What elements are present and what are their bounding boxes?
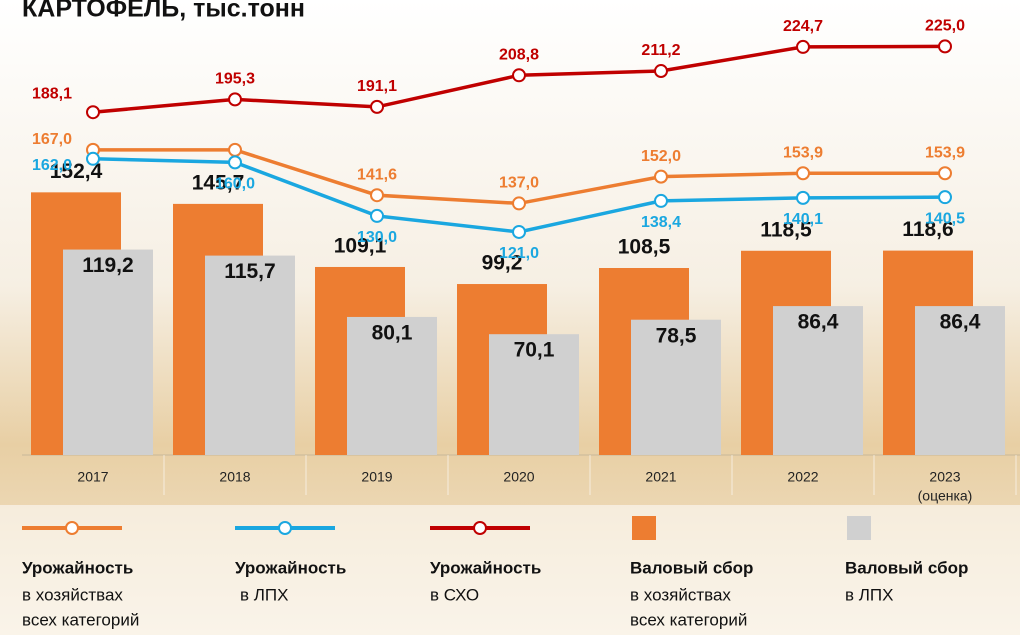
bar-value-label: 145,7 xyxy=(192,171,245,194)
legend-title: Урожайность xyxy=(235,558,346,577)
x-tick-label: 2019 xyxy=(361,469,392,485)
bar-value-label: 80,1 xyxy=(372,321,413,344)
legend-detail: в хозяйствах xyxy=(22,585,123,604)
line-value-label: 138,4 xyxy=(641,214,681,231)
bar xyxy=(205,255,295,455)
line-point xyxy=(228,142,242,157)
line-point xyxy=(654,169,668,184)
line-value-label: 225,0 xyxy=(925,18,965,35)
legend-marker xyxy=(473,521,487,535)
legend-detail: в ЛПХ xyxy=(240,585,288,604)
line-value-label: 208,8 xyxy=(499,47,539,64)
line-value-label: 211,2 xyxy=(641,42,680,59)
line-value-label: 153,9 xyxy=(925,144,965,161)
line-point xyxy=(228,155,242,170)
line-point xyxy=(796,166,810,181)
legend-detail: в ЛПХ xyxy=(845,585,893,604)
line-value-label: 137,0 xyxy=(499,175,539,192)
line-value-label: 191,1 xyxy=(357,78,397,95)
bar-value-label: 152,4 xyxy=(50,160,103,183)
legend-marker xyxy=(278,521,292,535)
bar-value-label: 78,5 xyxy=(656,324,697,347)
legend-detail: в СХО xyxy=(430,585,479,604)
line-value-label: 121,0 xyxy=(499,245,539,262)
line-value-label: 160,0 xyxy=(215,176,255,193)
line-point xyxy=(796,190,810,205)
x-tick-label: 2023 xyxy=(929,469,960,485)
line-value-label: 188,1 xyxy=(32,85,72,102)
chart-title: КАРТОФЕЛЬ, тыс.тонн xyxy=(22,0,305,23)
line-point xyxy=(370,99,384,114)
line-point xyxy=(654,193,668,208)
line-value-label: 195,3 xyxy=(215,71,255,88)
x-tick-note: (оценка) xyxy=(918,488,973,504)
bar-value-label: 70,1 xyxy=(514,339,555,362)
bar xyxy=(489,334,579,455)
line-point xyxy=(512,196,526,211)
legend-detail: всех категорий xyxy=(22,610,139,629)
legend-title: Урожайность xyxy=(430,558,541,577)
line-value-label: 167,0 xyxy=(32,131,72,148)
x-tick-label: 2022 xyxy=(787,469,818,485)
bar xyxy=(347,316,437,455)
bar xyxy=(915,306,1005,455)
bar-value-label: 119,2 xyxy=(82,254,133,277)
x-tick-label: 2020 xyxy=(503,469,534,485)
bar xyxy=(631,319,721,455)
line-point xyxy=(370,208,384,223)
line-point xyxy=(86,151,100,166)
line-value-label: 140,1 xyxy=(783,211,823,228)
line-value-label: 153,9 xyxy=(783,144,823,161)
bar-value-label: 118,5 xyxy=(760,218,812,241)
bar-value-label: 108,5 xyxy=(618,236,671,259)
line-point xyxy=(938,39,952,54)
line-point xyxy=(228,92,242,107)
line-point xyxy=(512,68,526,83)
legend-detail: всех категорий xyxy=(630,610,747,629)
line-point xyxy=(86,105,100,120)
line-value-label: 224,7 xyxy=(783,18,823,35)
legend-swatch xyxy=(632,516,656,540)
legend-title: Валовый сбор xyxy=(845,558,968,577)
line-value-label: 141,6 xyxy=(357,166,397,183)
line-point xyxy=(938,166,952,181)
x-tick-label: 2017 xyxy=(77,469,108,485)
bar xyxy=(773,306,863,455)
line-point xyxy=(370,188,384,203)
line-point xyxy=(796,39,810,54)
legend-title: Валовый сбор xyxy=(630,558,753,577)
bar xyxy=(63,249,153,455)
line-value-label: 162,0 xyxy=(32,157,72,174)
line-point xyxy=(654,64,668,79)
x-tick-label: 2018 xyxy=(219,469,250,485)
legend-title: Урожайность xyxy=(22,558,133,577)
line-value-label: 130,0 xyxy=(357,229,397,246)
line-value-label: 140,5 xyxy=(925,210,965,227)
bar-value-label: 86,4 xyxy=(940,311,981,334)
x-tick-label: 2021 xyxy=(645,469,676,485)
line-point xyxy=(512,224,526,239)
bar-value-label: 118,6 xyxy=(902,218,953,241)
bar-value-label: 109,1 xyxy=(334,235,387,258)
legend-marker xyxy=(65,521,79,535)
legend-swatch xyxy=(847,516,871,540)
legend-detail: в хозяйствах xyxy=(630,585,731,604)
bar-value-label: 99,2 xyxy=(482,252,523,275)
line-point xyxy=(938,190,952,205)
line-value-label: 152,0 xyxy=(641,148,681,165)
bar-value-label: 115,7 xyxy=(224,260,275,283)
bar-value-label: 86,4 xyxy=(798,311,839,334)
